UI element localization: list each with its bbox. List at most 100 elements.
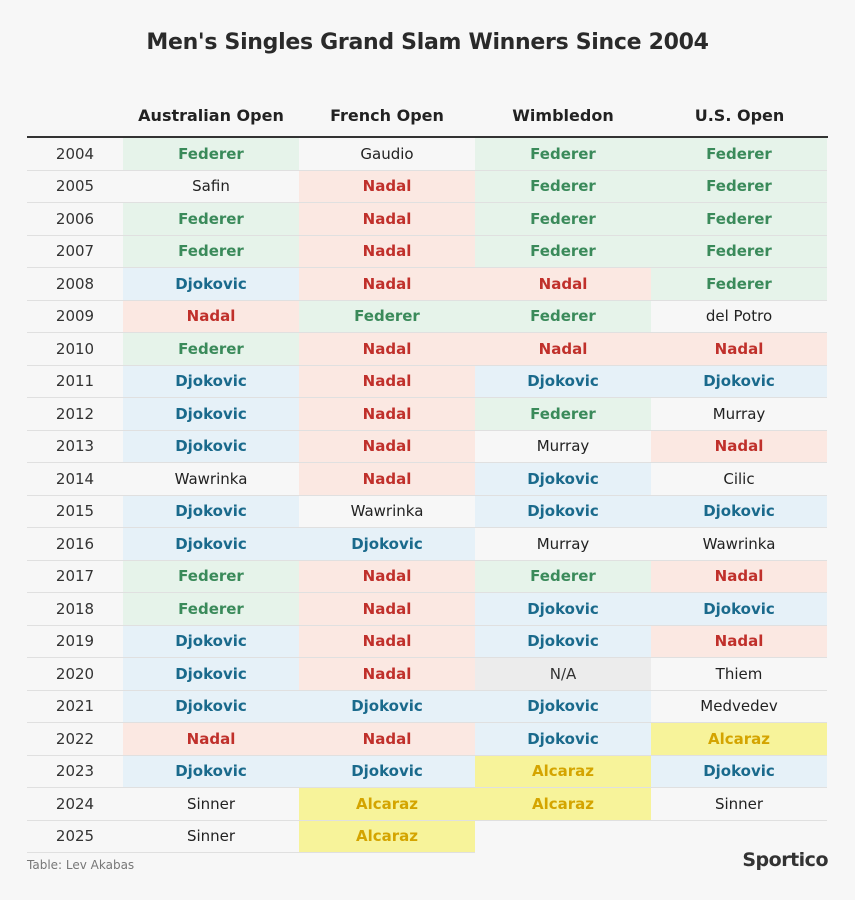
winner-cell: Djokovic — [475, 592, 651, 626]
winner-cell: Djokovic — [651, 365, 827, 398]
winner-cell: Federer — [123, 592, 299, 626]
table-credit: Table: Lev Akabas — [27, 858, 135, 872]
year-cell: 2009 — [27, 300, 123, 333]
winner-cell: Nadal — [299, 267, 475, 301]
table-row: 2010 Federer Nadal Nadal Nadal — [27, 332, 827, 366]
year-cell: 2018 — [27, 592, 123, 626]
year-cell: 2012 — [27, 397, 123, 431]
winner-cell: Nadal — [299, 722, 475, 756]
table-row: 2014 Wawrinka Nadal Djokovic Cilic — [27, 462, 827, 496]
year-cell: 2010 — [27, 332, 123, 366]
year-cell: 2015 — [27, 495, 123, 528]
winner-cell: Nadal — [123, 722, 299, 756]
year-cell: 2019 — [27, 625, 123, 658]
winner-cell: Federer — [651, 170, 827, 203]
winner-cell: Djokovic — [123, 430, 299, 463]
winner-cell: Thiem — [651, 657, 827, 691]
winner-cell: Djokovic — [123, 690, 299, 723]
column-header-us-open: U.S. Open — [694, 106, 785, 125]
winner-cell: Safin — [123, 170, 299, 203]
table-row: 2021 Djokovic Djokovic Djokovic Medvedev — [27, 690, 827, 723]
winner-cell: Djokovic — [475, 722, 651, 756]
table-row: 2023 Djokovic Djokovic Alcaraz Djokovic — [27, 755, 827, 788]
table-row: 2020 Djokovic Nadal N/A Thiem — [27, 657, 827, 691]
year-cell: 2016 — [27, 527, 123, 561]
winner-cell: Djokovic — [475, 462, 651, 496]
winner-cell: del Potro — [651, 300, 827, 333]
winner-cell: Nadal — [299, 332, 475, 366]
table-row: 2018 Federer Nadal Djokovic Djokovic — [27, 592, 827, 626]
winner-cell: Federer — [475, 397, 651, 431]
table-row: 2011 Djokovic Nadal Djokovic Djokovic — [27, 365, 827, 398]
winner-cell: Sinner — [651, 787, 827, 821]
year-cell: 2011 — [27, 365, 123, 398]
table-row: 2017 Federer Nadal Federer Nadal — [27, 560, 827, 593]
winner-cell: Nadal — [651, 430, 827, 463]
year-cell: 2022 — [27, 722, 123, 756]
winner-cell: Nadal — [299, 430, 475, 463]
winner-cell: Nadal — [299, 560, 475, 593]
winner-cell: Federer — [475, 300, 651, 333]
winner-cell: Djokovic — [475, 495, 651, 528]
table-row: 2008 Djokovic Nadal Nadal Federer — [27, 267, 827, 301]
winner-cell: Djokovic — [123, 365, 299, 398]
winner-cell: Djokovic — [651, 495, 827, 528]
table-row: 2024 Sinner Alcaraz Alcaraz Sinner — [27, 787, 827, 821]
table-row: 2004 Federer Gaudio Federer Federer — [27, 138, 827, 171]
winner-cell: Nadal — [475, 267, 651, 301]
winner-cell: Federer — [123, 235, 299, 268]
year-cell: 2014 — [27, 462, 123, 496]
winner-cell — [475, 820, 651, 853]
winner-cell: Federer — [123, 138, 299, 171]
year-cell: 2004 — [27, 138, 123, 171]
table-row: 2016 Djokovic Djokovic Murray Wawrinka — [27, 527, 827, 561]
winner-cell: Federer — [475, 202, 651, 236]
winner-cell: Cilic — [651, 462, 827, 496]
winner-cell: Sinner — [123, 820, 299, 853]
winner-cell: Federer — [123, 560, 299, 593]
year-cell: 2025 — [27, 820, 123, 853]
year-cell: 2023 — [27, 755, 123, 788]
table-row: 2009 Nadal Federer Federer del Potro — [27, 300, 827, 333]
year-cell: 2005 — [27, 170, 123, 203]
column-headers: Australian Open French Open Wimbledon U.… — [0, 106, 855, 128]
winner-cell: Federer — [475, 235, 651, 268]
column-header-wimbledon: Wimbledon — [512, 106, 614, 125]
winner-cell: Djokovic — [123, 625, 299, 658]
winner-cell: Djokovic — [123, 397, 299, 431]
winner-cell: Federer — [123, 202, 299, 236]
winner-cell: Djokovic — [123, 267, 299, 301]
winner-cell: Federer — [475, 560, 651, 593]
winner-cell: Federer — [299, 300, 475, 333]
winner-cell — [651, 820, 827, 853]
winner-cell: Djokovic — [475, 365, 651, 398]
winner-cell: Alcaraz — [475, 755, 651, 788]
winner-cell: Federer — [475, 170, 651, 203]
table-row: 2022 Nadal Nadal Djokovic Alcaraz — [27, 722, 827, 756]
sportico-logo: Sportico — [742, 849, 828, 871]
winner-cell: Nadal — [123, 300, 299, 333]
winner-cell: Murray — [475, 430, 651, 463]
winner-cell: Federer — [651, 138, 827, 171]
winner-cell: Djokovic — [123, 657, 299, 691]
table-row: 2006 Federer Nadal Federer Federer — [27, 202, 827, 236]
winner-cell: Alcaraz — [299, 787, 475, 821]
winner-cell: Nadal — [299, 592, 475, 626]
winner-cell: Nadal — [299, 657, 475, 691]
chart-title: Men's Singles Grand Slam Winners Since 2… — [146, 30, 709, 55]
year-cell: 2024 — [27, 787, 123, 821]
winner-cell: Gaudio — [299, 138, 475, 171]
winner-cell: Nadal — [651, 560, 827, 593]
winner-cell: Nadal — [651, 332, 827, 366]
winner-cell: Wawrinka — [651, 527, 827, 561]
winner-cell: Federer — [651, 267, 827, 301]
winner-cell: Sinner — [123, 787, 299, 821]
winner-cell: Alcaraz — [299, 820, 475, 853]
year-cell: 2008 — [27, 267, 123, 301]
winner-cell: Djokovic — [475, 690, 651, 723]
winner-cell: Alcaraz — [475, 787, 651, 821]
winner-cell: Djokovic — [123, 755, 299, 788]
header-rule — [27, 136, 828, 138]
winner-cell: Nadal — [651, 625, 827, 658]
winner-cell: Medvedev — [651, 690, 827, 723]
